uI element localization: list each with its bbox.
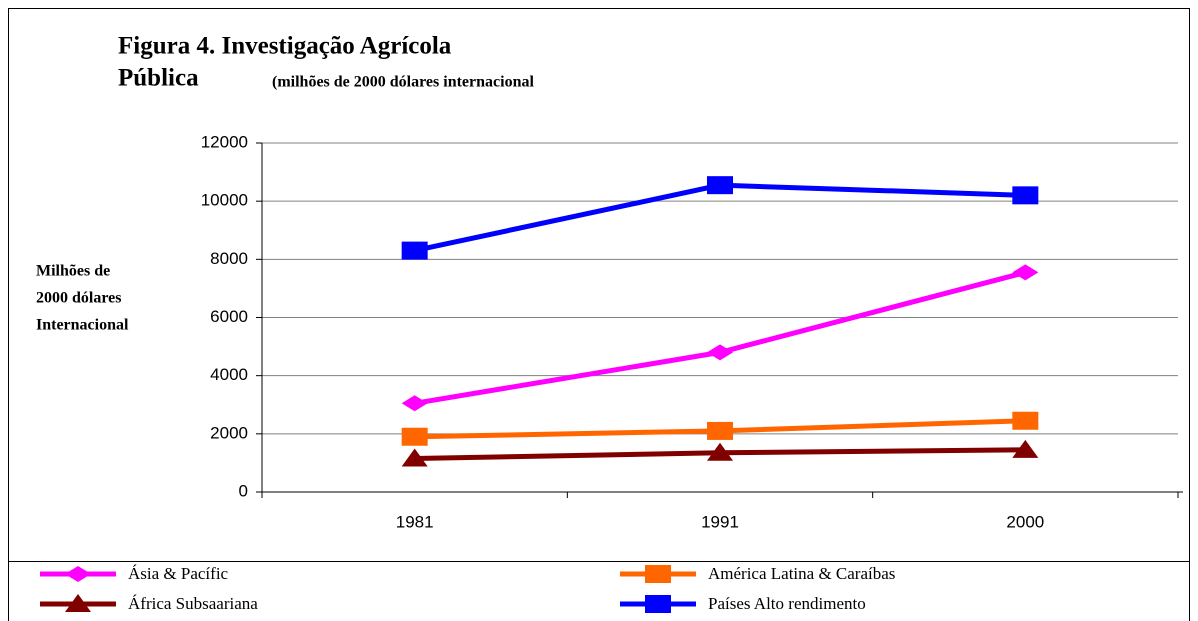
chart-subtitle: (milhões de 2000 dólares internacional — [272, 74, 534, 91]
marker — [645, 565, 671, 583]
y-tick-label: 2000 — [210, 423, 248, 442]
marker — [1012, 439, 1039, 458]
marker — [65, 594, 91, 612]
y-tick-label: 10000 — [201, 191, 248, 210]
marker — [1012, 264, 1039, 281]
marker — [401, 241, 428, 260]
legend-label: Países Alto rendimento — [708, 594, 866, 613]
marker — [707, 176, 733, 195]
chart-title: Figura 4. Investigação Agrícola — [118, 33, 452, 60]
y-tick-label: 0 — [239, 481, 248, 500]
marker — [707, 421, 733, 440]
y-tick-label: 6000 — [210, 307, 248, 326]
series-line — [414, 182, 1026, 254]
chart-title: Pública — [118, 65, 199, 92]
y-tick-label: 4000 — [210, 365, 248, 384]
marker — [65, 566, 91, 582]
legend-label: África Subsaariana — [128, 594, 258, 613]
marker — [1012, 186, 1039, 205]
marker — [401, 448, 428, 467]
x-tick-label: 1981 — [396, 512, 434, 531]
marker — [401, 395, 428, 412]
x-tick-label: 1991 — [701, 512, 739, 531]
marker — [707, 344, 733, 361]
x-tick-label: 2000 — [1006, 512, 1044, 531]
y-axis-label: 2000 dólares — [36, 290, 121, 307]
y-tick-label: 8000 — [210, 249, 248, 268]
marker — [1012, 411, 1039, 430]
y-axis-label: Internacional — [36, 317, 129, 334]
legend-label: América Latina & Caraíbas — [708, 564, 895, 583]
y-axis-label: Milhões de — [36, 263, 110, 280]
marker — [645, 595, 671, 613]
marker — [401, 427, 428, 446]
y-tick-label: 12000 — [201, 132, 248, 151]
marker — [707, 442, 733, 461]
series-line — [414, 270, 1026, 406]
legend-frame — [8, 561, 1190, 621]
chart-frame — [8, 8, 1190, 621]
legend-label: Ásia & Pacífic — [128, 564, 229, 583]
